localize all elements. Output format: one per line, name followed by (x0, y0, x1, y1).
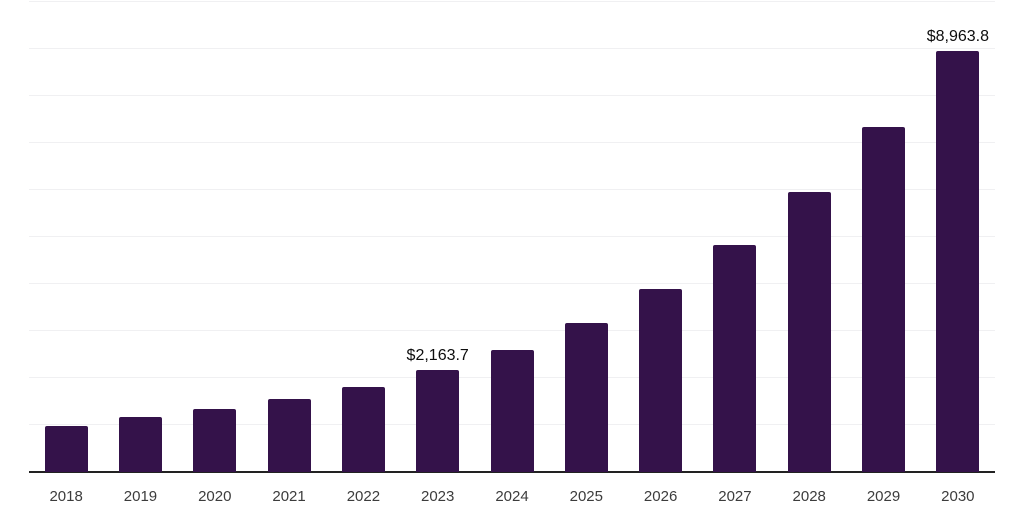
bar-2027 (713, 245, 757, 472)
plot-area: 2018 2019 2020 2021 2022 2023 $2,163.7 2024 2025… (29, 1, 995, 504)
bar-2028 (787, 191, 831, 472)
x-tick-2024: 2024 (495, 488, 529, 505)
gridline-3000 (29, 330, 995, 331)
x-tick-2029: 2029 (866, 488, 901, 505)
bar-2026 (639, 289, 683, 472)
bar-2022 (341, 387, 385, 472)
data-label-2023: $2,163.7 (406, 347, 469, 365)
x-tick-2021: 2021 (272, 488, 306, 505)
x-tick-2027: 2027 (718, 488, 752, 505)
x-tick-2019: 2019 (123, 488, 158, 505)
x-tick-2018: 2018 (49, 488, 83, 505)
x-tick-2026: 2026 (643, 488, 678, 505)
x-tick-2025: 2025 (569, 488, 603, 505)
bar-2025 (564, 323, 608, 472)
bar-2019 (118, 416, 162, 472)
bar-2023 (416, 370, 460, 472)
gridline-4000 (29, 283, 995, 284)
x-tick-2030: 2030 (941, 488, 975, 505)
x-tick-2028: 2028 (792, 488, 826, 505)
bar-2024 (490, 350, 534, 472)
x-tick-2023: 2023 (421, 488, 455, 505)
bar-2020 (193, 409, 237, 472)
bar-2029 (862, 126, 906, 472)
data-label-2030: $8,963.8 (926, 27, 989, 45)
gridline-9000 (29, 48, 995, 49)
gridline-6000 (29, 189, 995, 190)
bar-2030 (936, 50, 980, 472)
x-tick-2022: 2022 (346, 488, 381, 505)
gridline-8000 (29, 95, 995, 96)
gridline-10000 (29, 1, 995, 2)
x-tick-2020: 2020 (198, 488, 232, 505)
bar-2021 (267, 398, 311, 472)
x-axis-line (29, 471, 995, 473)
gridline-7000 (29, 142, 995, 143)
bar-2018 (44, 425, 88, 472)
gridline-5000 (29, 236, 995, 237)
